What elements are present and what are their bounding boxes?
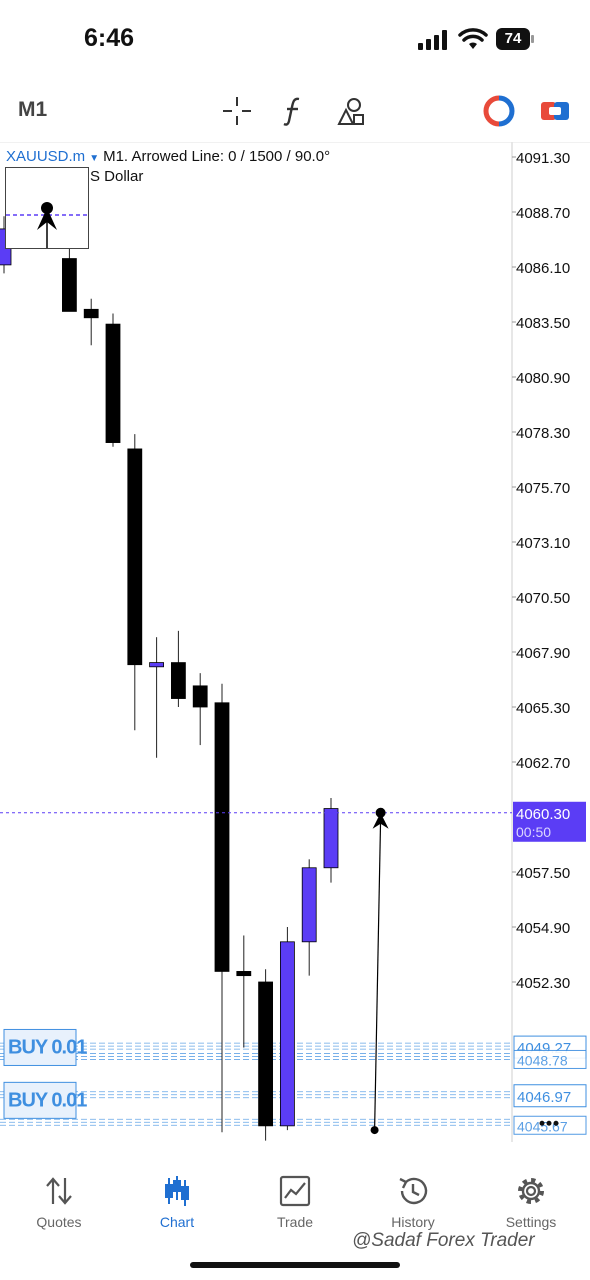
price-chart[interactable]: BUY 0.01 BUY 0.01 4091.30 4088.70 4086.10 40…: [0, 141, 590, 1164]
battery-icon: 74: [496, 28, 530, 50]
tab-label: Trade: [276, 1214, 314, 1230]
y-tick-label: 4088.70: [516, 205, 570, 222]
price-axis: 4091.30 4088.70 4086.10 4083.50 4080.90 4078.…: [512, 150, 587, 1135]
y-tick-label: 4078.30: [516, 425, 570, 442]
y-tick-label: 4065.30: [516, 700, 570, 717]
y-tick-label: 4062.70: [516, 755, 570, 772]
tab-history[interactable]: History: [354, 1170, 472, 1240]
candle-body: [258, 981, 274, 1127]
y-tick-label: 4067.90: [516, 645, 570, 662]
chart-info: M1. Arrowed Line: 0 / 1500 / 90.0°: [103, 148, 331, 165]
quotes-icon: [46, 1177, 72, 1205]
chart-overlay: [0, 807, 512, 1135]
candle-body: [170, 662, 186, 699]
y-tick-label: 4080.90: [516, 370, 570, 387]
tab-label: Quotes: [36, 1214, 82, 1230]
candle-body: [301, 867, 317, 943]
candle-body: [192, 685, 208, 708]
bar-timer-label: 00:50: [516, 824, 551, 840]
symbol-description: S Dollar: [90, 168, 144, 185]
arrowed-line: [374, 818, 382, 1131]
wifi-icon: [458, 28, 488, 49]
more-dots-icon: [546, 1120, 552, 1126]
tab-label: Settings: [505, 1214, 557, 1230]
y-tick-label: 4086.10: [516, 260, 570, 277]
tab-trade[interactable]: Trade: [236, 1170, 354, 1240]
y-tick-label: 4052.30: [516, 975, 570, 992]
order-label: BUY 0.01: [8, 1089, 87, 1111]
signal-icon: [418, 30, 447, 50]
watermark-text: @Sadaf Forex Trader: [352, 1230, 535, 1251]
candle-body: [83, 308, 99, 319]
tab-quotes[interactable]: Quotes: [0, 1170, 118, 1240]
timeframe-button[interactable]: M1: [18, 98, 48, 121]
order-lines: BUY 0.01 BUY 0.01: [0, 1028, 512, 1126]
order-price-label: 4045.67: [517, 1118, 568, 1134]
history-icon: [399, 1177, 428, 1205]
candle-body: [62, 258, 77, 312]
one-click-trading-icon[interactable]: [538, 94, 572, 128]
y-tick-label: 4054.90: [516, 920, 570, 937]
candle-body: [149, 662, 165, 668]
trade-toggle-icon[interactable]: [482, 94, 516, 128]
candle-body: [323, 808, 339, 869]
symbol-caret-icon[interactable]: ▼: [89, 153, 100, 164]
chart-symbol-header[interactable]: XAUUSD.m ▼ M1. Arrowed Line: 0 / 1500 / 90…: [6, 148, 330, 165]
crosshair-icon[interactable]: [220, 94, 254, 128]
status-bar: 6:46 74: [0, 0, 590, 80]
candle-body: [105, 323, 121, 443]
tab-label: Chart: [159, 1214, 195, 1230]
chart-grid: [0, 141, 590, 1145]
tab-label: History: [391, 1214, 435, 1230]
y-tick-label: 4075.70: [516, 480, 570, 497]
more-dots-icon: [539, 1120, 545, 1126]
order-price-label: 4048.78: [517, 1052, 568, 1068]
function-icon[interactable]: [277, 94, 311, 128]
candle-body: [214, 702, 230, 972]
order-price-label: 4046.97: [517, 1089, 571, 1106]
current-price-tag: [513, 801, 586, 842]
candles: [0, 184, 339, 1141]
y-tick-label: 4083.50: [516, 315, 570, 332]
arrow-object-preview: [5, 167, 89, 249]
order-label-box: [3, 1028, 77, 1066]
order-price-tag: [513, 1049, 587, 1069]
trade-icon: [279, 1175, 311, 1207]
settings-icon: [518, 1178, 544, 1204]
order-price-tag: [513, 1084, 587, 1108]
chart-toolbar: M1: [0, 80, 590, 142]
candle-body: [236, 971, 252, 977]
candle-body: [127, 448, 143, 666]
bottom-tab-bar: Quotes Chart Trade History: [0, 1170, 590, 1280]
battery-cap: [531, 35, 534, 43]
chart-icon: [165, 1176, 189, 1206]
more-dots-icon: [553, 1120, 559, 1126]
tab-chart[interactable]: Chart: [118, 1170, 236, 1240]
symbol-name[interactable]: XAUUSD.m: [6, 148, 86, 165]
status-time: 6:46: [84, 24, 135, 52]
arrowhead-icon: [372, 812, 389, 829]
y-tick-label: 4091.30: [516, 150, 570, 167]
y-tick-label: 4057.50: [516, 865, 570, 882]
order-label: BUY 0.01: [8, 1036, 87, 1058]
arrowed-line-start-point: [370, 1126, 379, 1135]
current-price-label: 4060.30: [516, 806, 570, 823]
candle-body: [279, 941, 295, 1127]
y-tick-label: 4070.50: [516, 590, 570, 607]
tab-settings[interactable]: Settings: [472, 1170, 590, 1240]
order-label-box: [3, 1081, 77, 1119]
home-indicator: [190, 1262, 400, 1268]
y-tick-label: 4073.10: [516, 535, 570, 552]
objects-icon[interactable]: [334, 94, 368, 128]
